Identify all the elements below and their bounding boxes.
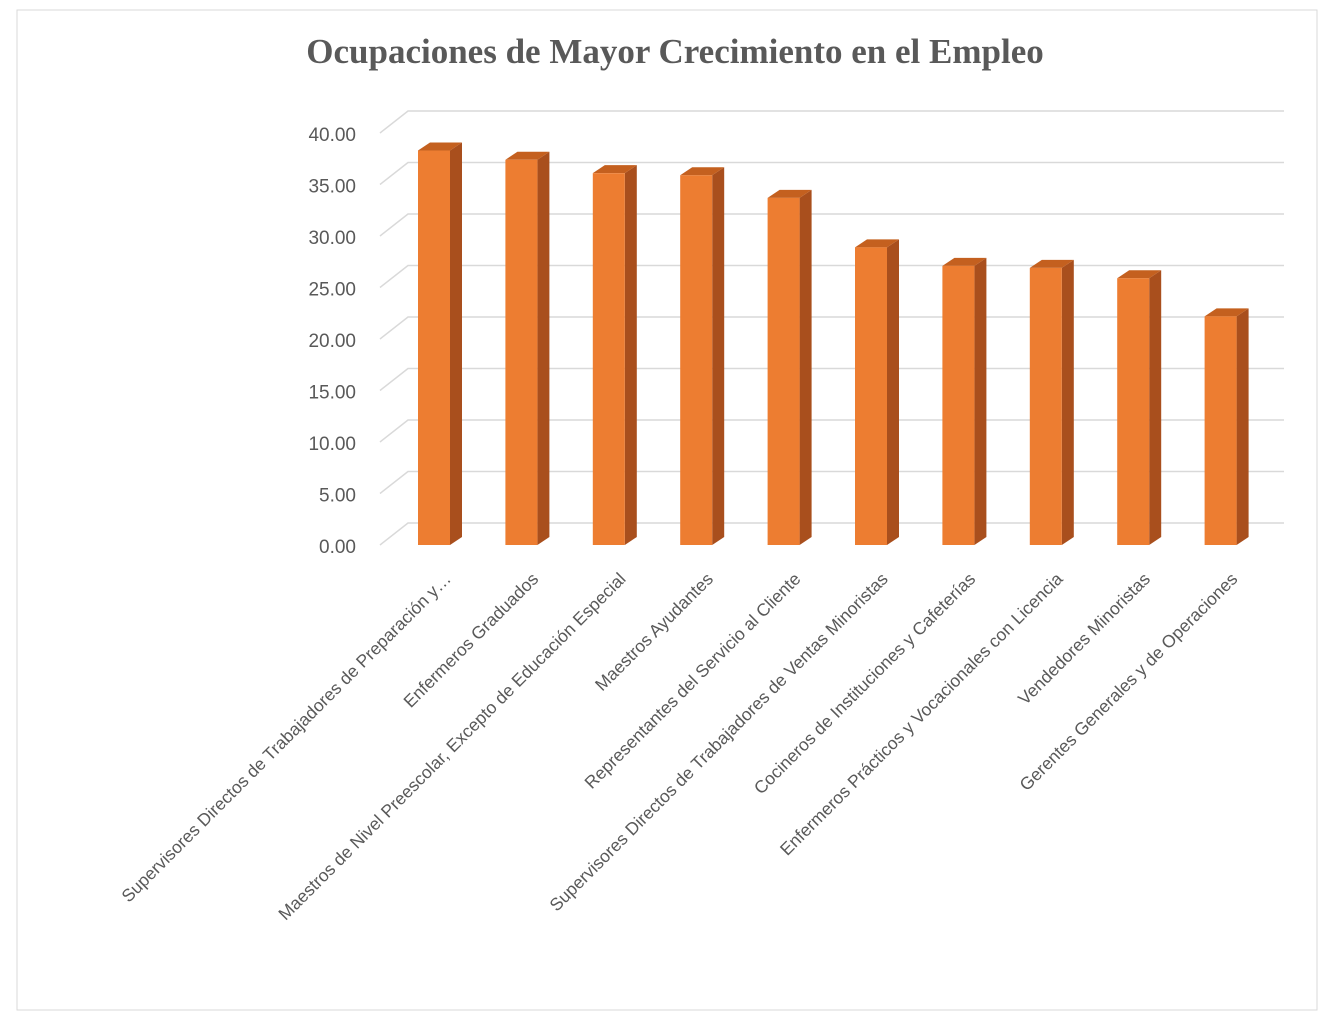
grid-line xyxy=(379,316,1284,340)
bar-top xyxy=(1204,308,1249,317)
y-tick-label: 30.00 xyxy=(308,228,356,249)
bar xyxy=(767,197,800,545)
grid-line xyxy=(379,367,1284,392)
bar-top xyxy=(680,167,725,176)
bar xyxy=(1029,267,1062,545)
grid-line xyxy=(379,110,1284,134)
grid-line xyxy=(379,264,1284,289)
bar-side xyxy=(624,165,637,546)
bar xyxy=(592,173,625,546)
bar-side xyxy=(1149,270,1162,545)
bar-side xyxy=(1061,259,1074,545)
grid-line xyxy=(379,161,1284,186)
bar xyxy=(1204,316,1237,545)
chart-border xyxy=(16,9,1318,1011)
bar xyxy=(942,265,975,545)
y-tick-label: 35.00 xyxy=(308,177,356,198)
bar-top xyxy=(505,151,550,160)
bar-side xyxy=(799,189,812,545)
y-tick-label: 0.00 xyxy=(319,537,356,558)
y-tick-label: 5.00 xyxy=(319,486,356,507)
bar-top xyxy=(418,142,462,151)
bar-side xyxy=(1236,308,1249,545)
y-tick-label: 40.00 xyxy=(308,125,356,146)
bar-top xyxy=(942,257,987,266)
x-tick-label: Supervisores Directos de Trabajadores de… xyxy=(117,569,454,906)
bar-top xyxy=(767,189,812,198)
y-tick-label: 20.00 xyxy=(308,331,356,352)
grid-line xyxy=(379,522,1284,546)
chart-title: Ocupaciones de Mayor Crecimiento en el E… xyxy=(306,32,1044,71)
bar xyxy=(505,159,538,545)
bar-top xyxy=(592,165,637,174)
bar-side xyxy=(974,257,987,545)
x-tick-label: Supervisores Directos de Trabajadores de… xyxy=(545,569,892,916)
bar xyxy=(680,175,713,546)
bar xyxy=(855,247,887,545)
bar-top xyxy=(1029,259,1074,268)
y-tick-label: 10.00 xyxy=(308,434,356,455)
bar-top xyxy=(855,239,899,248)
grid-line xyxy=(379,470,1284,495)
bar xyxy=(418,150,450,545)
bar-side xyxy=(450,142,462,545)
bar-side xyxy=(537,151,550,545)
bar-side xyxy=(887,239,899,545)
bar-side xyxy=(712,167,725,546)
bar-top xyxy=(1117,270,1162,279)
y-tick-label: 15.00 xyxy=(308,383,356,404)
y-tick-label: 25.00 xyxy=(308,280,356,301)
grid-line xyxy=(379,419,1284,443)
bar xyxy=(1117,278,1150,545)
grid-line xyxy=(379,213,1284,237)
